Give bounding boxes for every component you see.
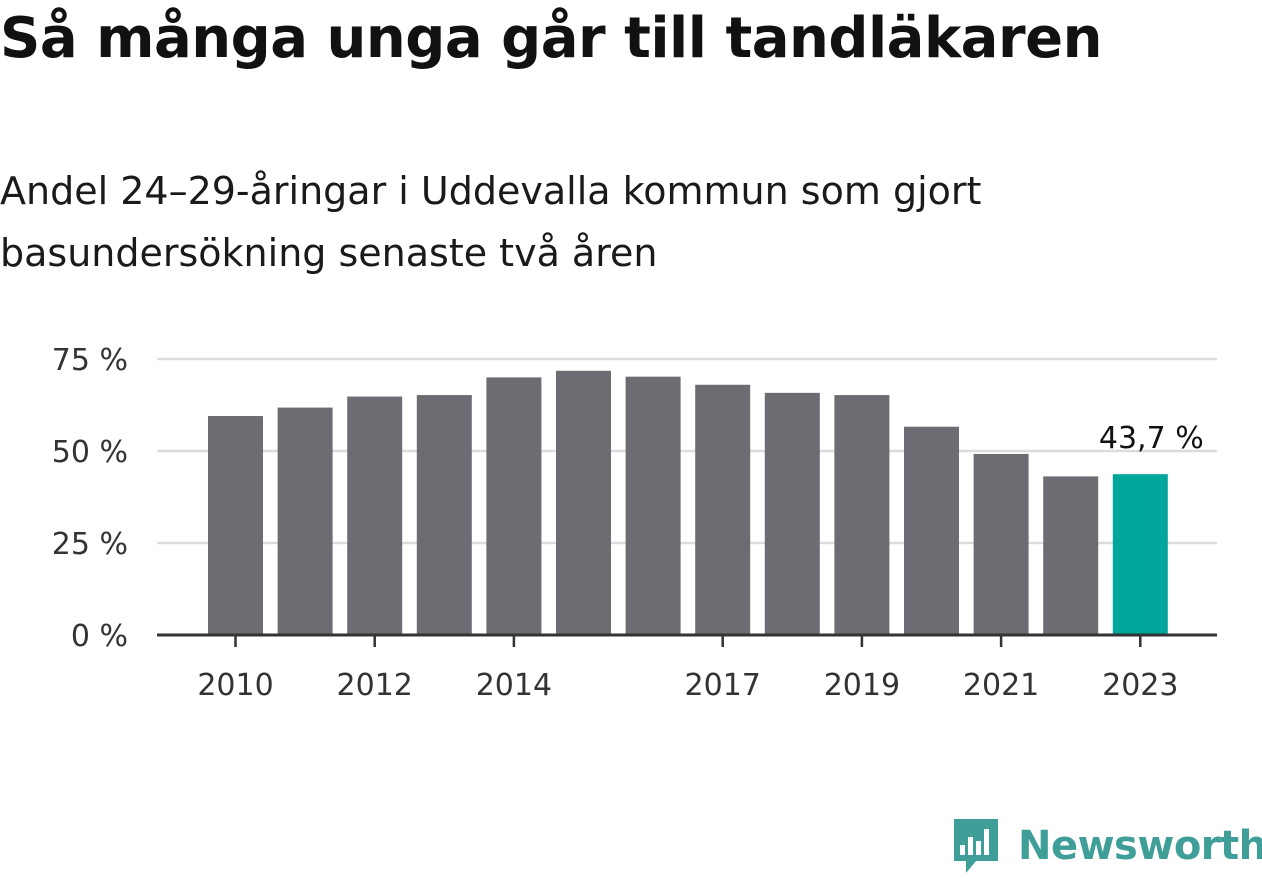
axes: 0 % 25 % 50 % 75 % 43,7 % 2010 2012 2014 2017 201… — [52, 343, 1217, 703]
x-tick-label: 2012 — [337, 668, 413, 703]
grid-lines — [157, 357, 1217, 545]
logo-text: Newsworthy — [1018, 823, 1262, 869]
x-tick-label: 2014 — [476, 668, 552, 703]
bar — [277, 407, 333, 635]
chart-subtitle: Andel 24–29-åringar i Uddevalla kommun s… — [0, 169, 982, 275]
newsworthy-logo: Newsworthy — [950, 815, 1262, 877]
bar-highlight — [1112, 474, 1168, 635]
speech-bubble-bar-chart-icon — [954, 819, 998, 873]
bar — [208, 416, 263, 635]
bar — [486, 377, 542, 635]
bar — [834, 395, 890, 635]
bar-chart: 0 % 25 % 50 % 75 % 43,7 % 2010 2012 2014 2017 201… — [52, 343, 1217, 703]
bar — [764, 392, 820, 635]
bar — [904, 426, 959, 635]
bar — [416, 395, 472, 635]
chart-title: Så många unga går till tandläkaren — [0, 6, 1102, 71]
x-tick-label: 2023 — [1102, 668, 1178, 703]
y-tick-label: 25 % — [52, 527, 128, 562]
bar — [625, 376, 681, 635]
y-tick-label: 0 % — [71, 619, 128, 654]
data-label: 43,7 % — [1099, 421, 1204, 456]
bar — [556, 370, 611, 635]
x-tick-label: 2010 — [197, 668, 273, 703]
x-tick-label: 2021 — [963, 668, 1039, 703]
bar — [973, 453, 1029, 635]
bar — [695, 384, 751, 635]
bar — [347, 396, 403, 635]
y-tick-label: 50 % — [52, 435, 128, 470]
y-tick-label: 75 % — [52, 343, 128, 378]
x-tick-label: 2019 — [824, 668, 900, 703]
bars — [208, 370, 1168, 635]
bar — [1043, 476, 1099, 635]
x-tick-label: 2017 — [685, 668, 761, 703]
